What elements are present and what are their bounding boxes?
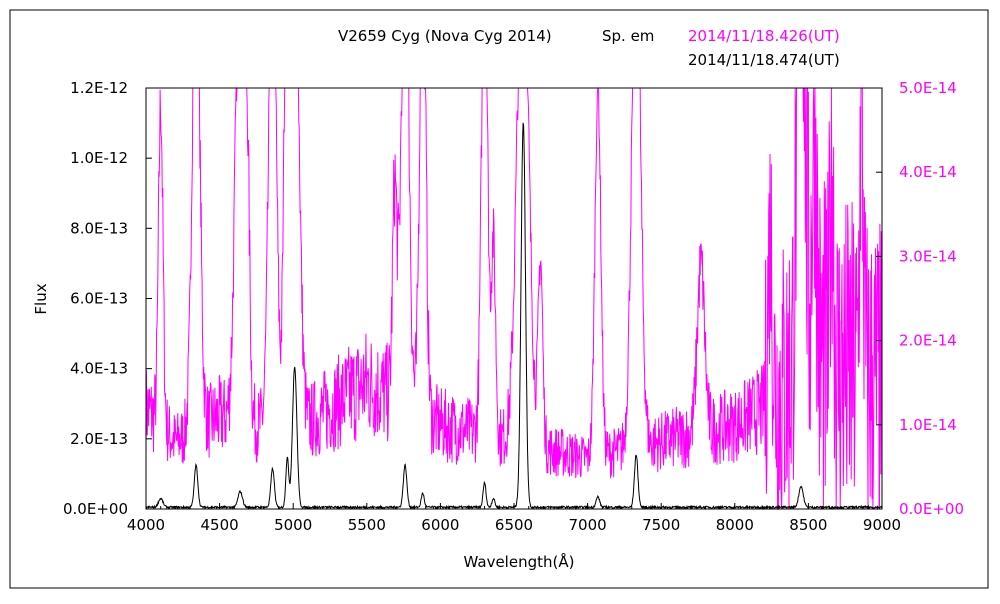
x-tick-label-4000: 4000 (127, 516, 165, 534)
chart-title-note: Sp. em (602, 27, 654, 45)
y-right-tick-label-2: 2.0E-14 (899, 332, 957, 350)
y-left-tick-label-4: 8.0E-13 (70, 219, 128, 237)
x-axis-label: Wavelength(Å) (464, 552, 575, 571)
y-right-tick-label-1: 1.0E-14 (899, 416, 957, 434)
y-left-tick-label-6: 1.2E-12 (70, 79, 128, 97)
y-left-tick-label-1: 2.0E-13 (70, 430, 128, 448)
x-tick-label-5000: 5000 (274, 516, 312, 534)
legend-entry-series-2: 2014/11/18.474(UT) (688, 51, 840, 69)
legend-entry-series-1: 2014/11/18.426(UT) (688, 27, 840, 45)
x-tick-label-8500: 8500 (789, 516, 827, 534)
y-right-tick-label-3: 3.0E-14 (899, 247, 957, 265)
y-right-tick-label-4: 4.0E-14 (899, 163, 957, 181)
x-tick-label-7000: 7000 (569, 516, 607, 534)
y-right-tick-label-0: 0.0E+00 (899, 500, 964, 518)
y-axis-label: Flux (32, 283, 50, 314)
series-line-1 (145, 87, 883, 511)
y-left-tick-label-3: 6.0E-13 (70, 290, 128, 308)
chart-title: V2659 Cyg (Nova Cyg 2014) (338, 27, 552, 45)
x-tick-label-5500: 5500 (348, 516, 386, 534)
y-left-tick-label-0: 0.0E+00 (63, 500, 128, 518)
x-tick-label-8000: 8000 (716, 516, 754, 534)
x-tick-label-7500: 7500 (642, 516, 680, 534)
x-tick-label-4500: 4500 (201, 516, 239, 534)
y-left-tick-label-2: 4.0E-13 (70, 360, 128, 378)
y-left-tick-label-5: 1.0E-12 (70, 149, 128, 167)
x-tick-label-6000: 6000 (421, 516, 459, 534)
x-tick-label-6500: 6500 (495, 516, 533, 534)
x-tick-label-9000: 9000 (863, 516, 901, 534)
y-right-tick-label-5: 5.0E-14 (899, 79, 957, 97)
